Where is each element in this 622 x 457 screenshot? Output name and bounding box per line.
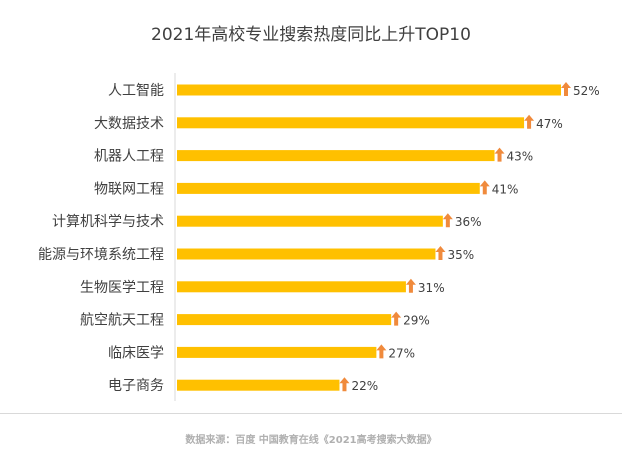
value-label: 52% — [573, 84, 600, 98]
bar — [177, 346, 377, 358]
bar — [177, 182, 480, 194]
up-arrow-icon — [561, 82, 571, 96]
up-arrow-icon — [524, 114, 535, 129]
category-label: 人工智能 — [108, 83, 164, 99]
category-label: 航空航天工程 — [80, 313, 164, 329]
chart-title: 2021年高校专业搜索热度同比上升TOP10 — [151, 25, 471, 45]
category-label: 大数据技术 — [94, 116, 164, 132]
category-label: 机器人工程 — [94, 149, 164, 165]
bar-rows: 人工智能 52% 大数据技术 47% 机器人工程 43% 物联网工程 41% 计算机科学与技术 3… — [38, 82, 600, 394]
value-label: 22% — [351, 379, 378, 393]
value-label: 36% — [455, 215, 482, 229]
source-note: 数据来源：百度 中国教育在线《2021高考搜索大数据》 — [185, 435, 437, 446]
category-label: 计算机科学与技术 — [52, 214, 164, 230]
up-arrow-icon — [479, 180, 490, 195]
category-label: 电子商务 — [108, 378, 164, 394]
category-label: 物联网工程 — [94, 181, 164, 197]
value-label: 41% — [492, 182, 519, 196]
bar — [177, 314, 392, 326]
up-arrow-icon — [442, 213, 453, 228]
up-arrow-icon — [339, 377, 350, 392]
footer-divider — [0, 413, 622, 414]
value-label: 31% — [418, 281, 445, 295]
bar-chart: 人工智能 52% 大数据技术 47% 机器人工程 43% 物联网工程 41% 计算机科学与技术 3… — [38, 73, 600, 401]
bar — [177, 281, 406, 293]
value-label: 27% — [388, 346, 415, 360]
bar — [177, 117, 525, 129]
value-label: 35% — [447, 248, 474, 262]
bar — [177, 379, 340, 391]
up-arrow-icon — [376, 344, 387, 359]
value-label: 29% — [403, 314, 430, 328]
category-label: 生物医学工程 — [80, 280, 164, 296]
up-arrow-icon — [494, 147, 505, 162]
bar — [177, 84, 561, 96]
value-label: 43% — [507, 150, 534, 164]
up-arrow-icon — [391, 311, 402, 326]
value-label: 47% — [536, 117, 563, 131]
bar — [177, 150, 495, 162]
category-label: 临床医学 — [108, 345, 164, 361]
bar — [177, 248, 436, 260]
up-arrow-icon — [405, 278, 416, 293]
bar — [177, 215, 443, 227]
category-label: 能源与环境系统工程 — [38, 247, 164, 263]
up-arrow-icon — [435, 246, 446, 260]
